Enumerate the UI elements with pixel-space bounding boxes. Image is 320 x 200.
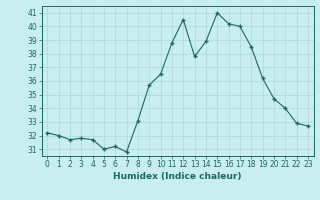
- X-axis label: Humidex (Indice chaleur): Humidex (Indice chaleur): [113, 172, 242, 181]
